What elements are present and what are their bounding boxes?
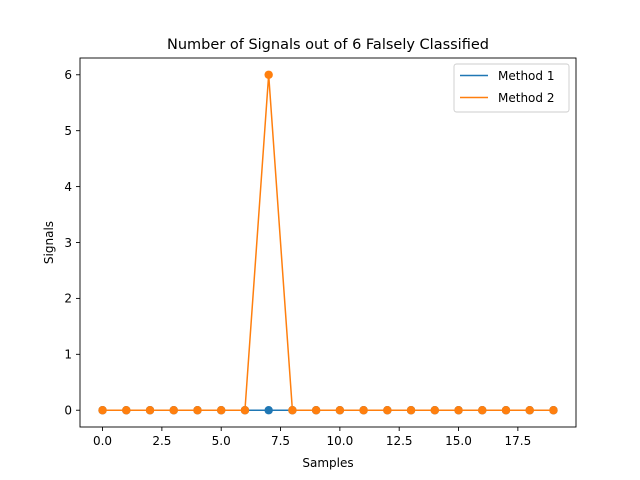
series-2-point-8 <box>288 406 297 415</box>
series-2-point-13 <box>406 406 416 415</box>
y-axis-label: Signals <box>42 221 56 264</box>
series-2-point-2 <box>145 406 155 415</box>
series-2-point-19 <box>549 406 558 415</box>
legend: Method 1 Method 2 <box>453 63 570 113</box>
plot-area <box>79 57 577 428</box>
legend-label-method-2: Method 2 <box>498 91 554 105</box>
series-2-point-3 <box>169 406 178 415</box>
x-tick-label-5: 12.5 <box>386 434 413 448</box>
y-tick-label-6: 6 <box>64 68 72 82</box>
series-layer <box>98 70 558 415</box>
x-axis-label: Samples <box>302 456 353 470</box>
series-2-point-11 <box>359 406 368 415</box>
x-tick-label-6: 15.0 <box>445 434 472 448</box>
series-2-point-17 <box>501 406 511 415</box>
y-tick-label-0: 0 <box>64 404 72 418</box>
x-tick-label-4: 10.0 <box>327 434 354 448</box>
x-tick-label-7: 17.5 <box>504 434 531 448</box>
series-2-point-9 <box>311 406 321 415</box>
chart-title: Number of Signals out of 6 Falsely Class… <box>167 37 489 53</box>
series-2-point-7 <box>264 70 273 79</box>
series-2-point-10 <box>335 406 345 415</box>
series-2-point-16 <box>478 406 487 415</box>
x-tick-label-0: 0.0 <box>93 434 112 448</box>
y-tick-label-3: 3 <box>64 236 72 250</box>
x-axis-ticks: 0.0 2.5 5.0 7.5 10.0 12.5 15.0 17.5 <box>93 427 531 448</box>
series-2-point-12 <box>383 406 392 415</box>
y-tick-label-2: 2 <box>64 292 72 306</box>
series-2-point-18 <box>525 406 534 415</box>
axes-background <box>80 58 576 427</box>
series-2-point-5 <box>217 406 226 415</box>
x-tick-label-2: 5.0 <box>212 434 231 448</box>
series-2-point-15 <box>454 406 463 415</box>
series-2-point-1 <box>122 406 131 415</box>
y-axis-ticks: 0 1 2 3 4 5 6 <box>64 68 80 418</box>
series-2-point-6 <box>240 406 250 415</box>
series-2-point-4 <box>193 406 202 415</box>
legend-label-method-1: Method 1 <box>498 69 554 83</box>
x-tick-label-3: 7.5 <box>271 434 290 448</box>
x-tick-label-1: 2.5 <box>152 434 171 448</box>
series-2-point-14 <box>430 406 439 415</box>
y-tick-label-1: 1 <box>64 348 72 362</box>
y-tick-label-5: 5 <box>64 124 72 138</box>
y-tick-label-4: 4 <box>64 180 72 194</box>
series-2-point-0 <box>98 406 107 415</box>
series-1-point-7 <box>264 406 273 415</box>
